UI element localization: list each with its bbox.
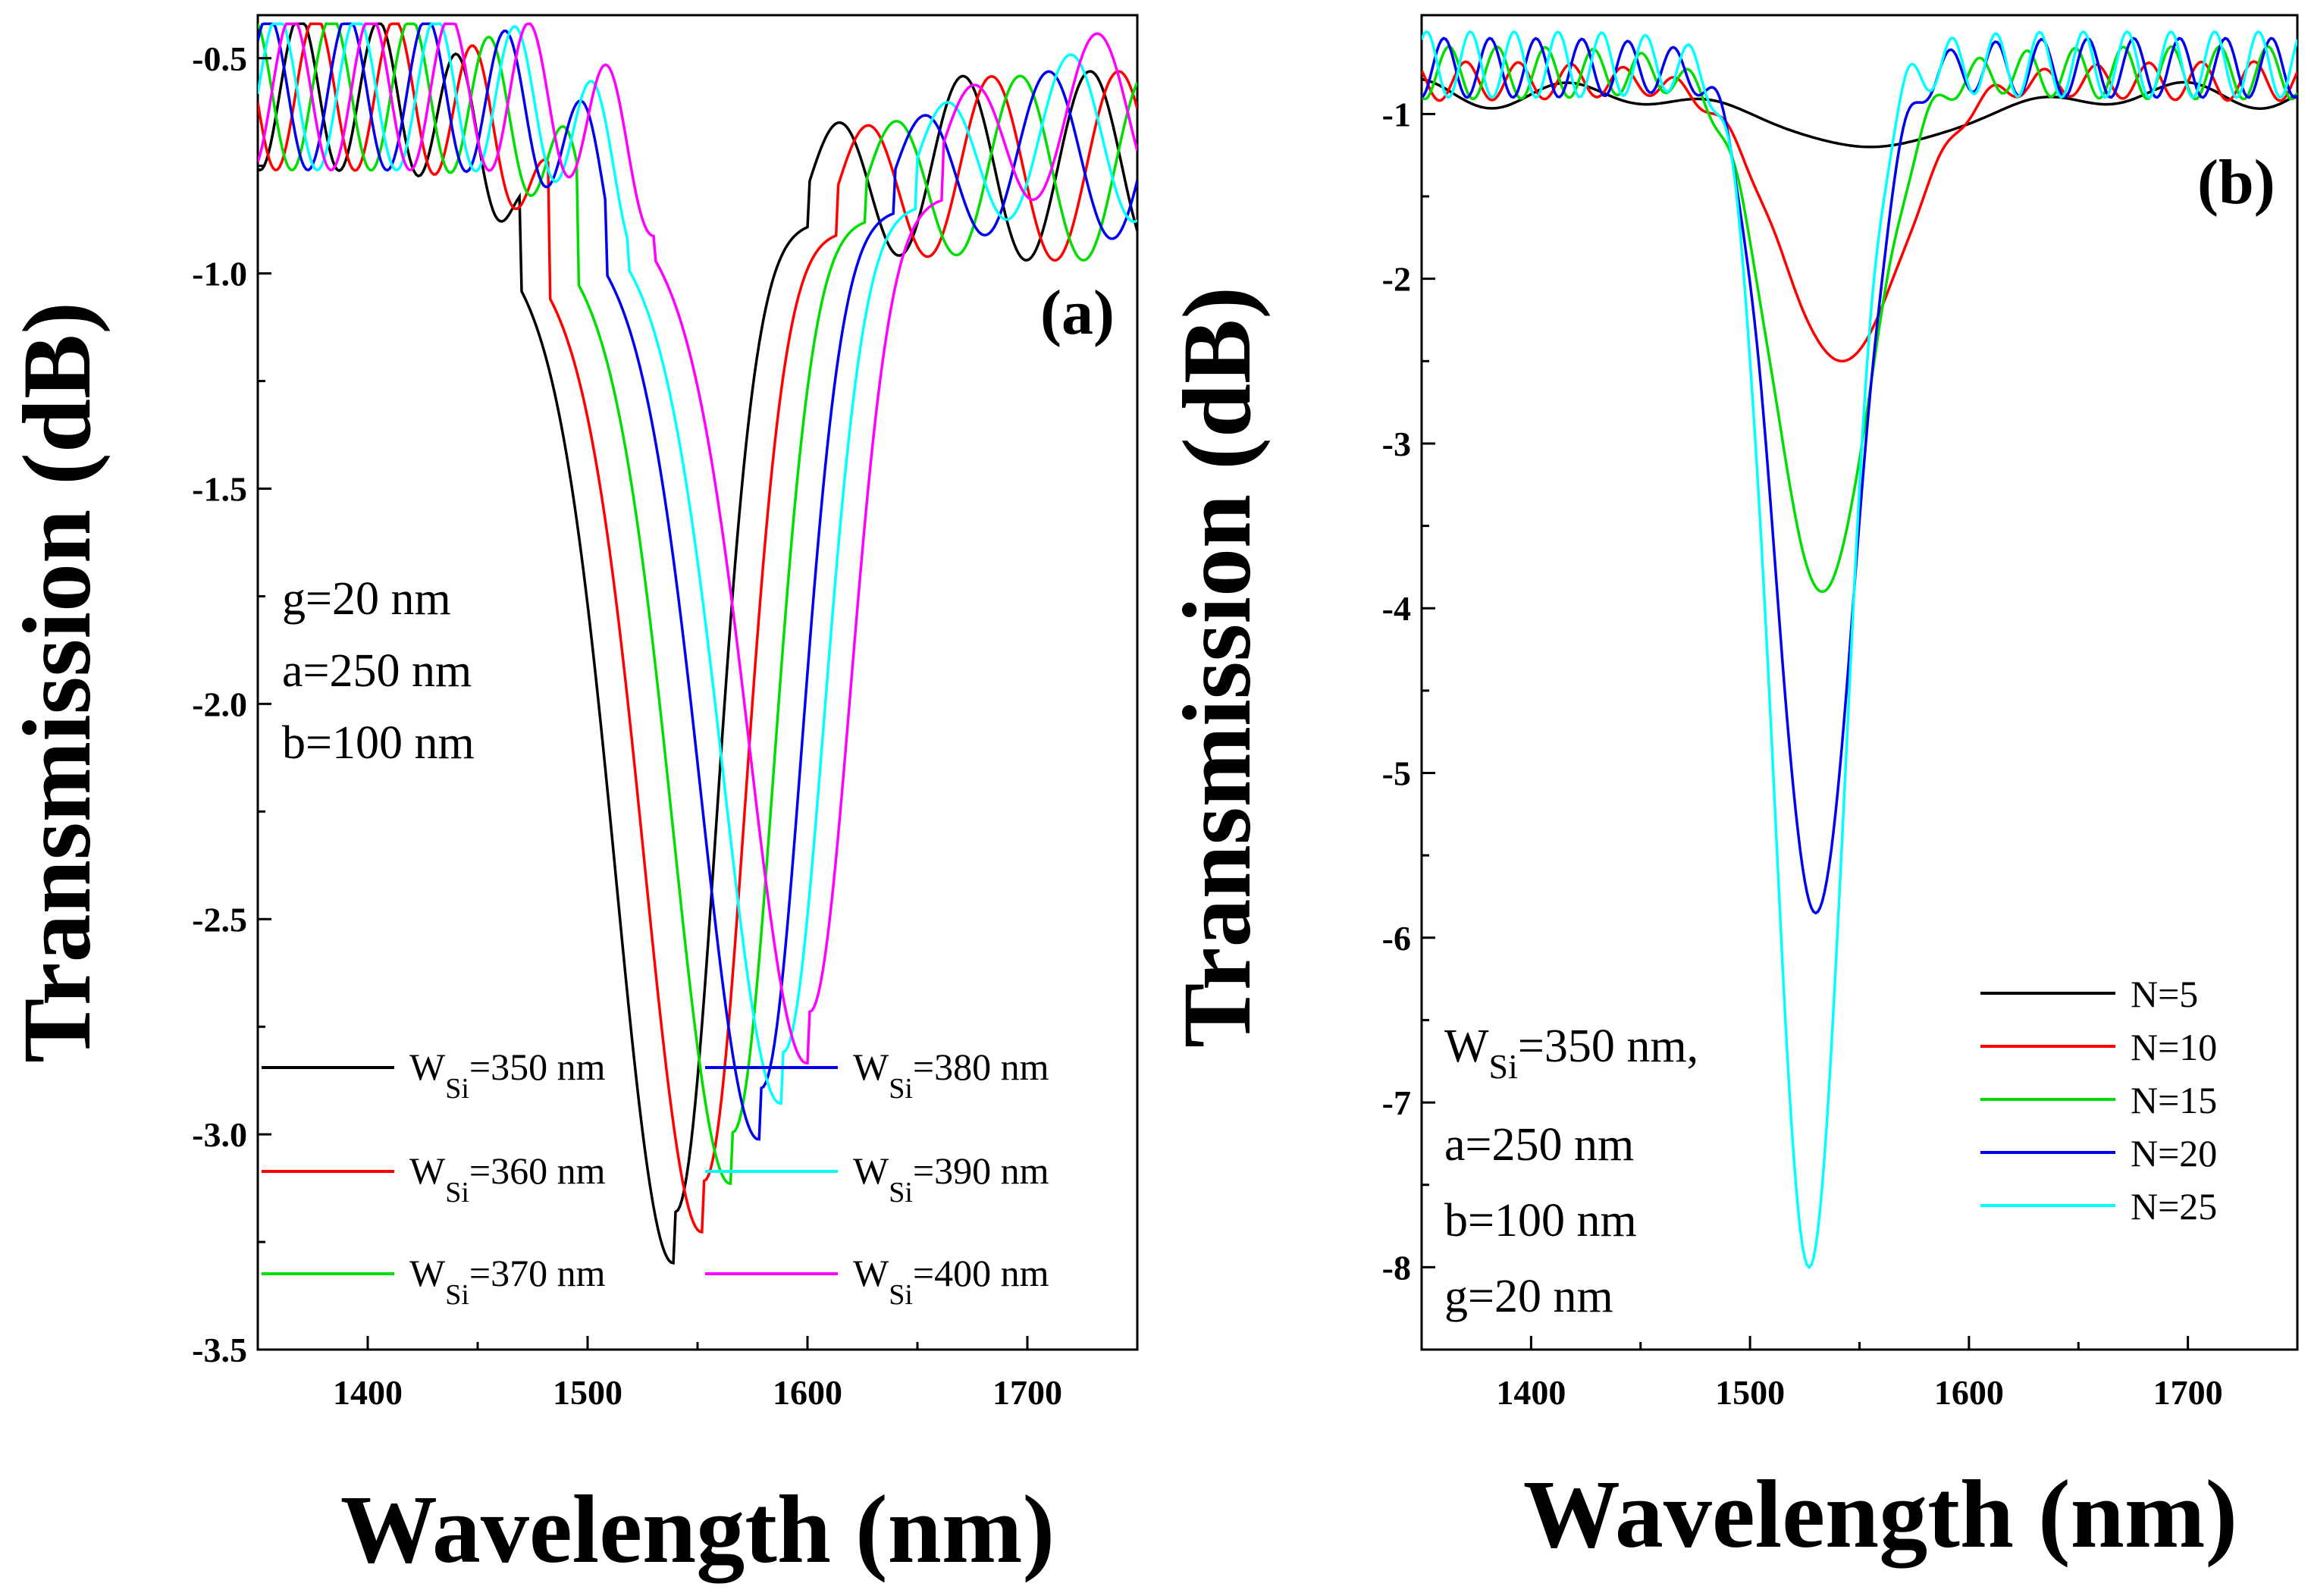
curves-clip <box>258 22 1137 1265</box>
x-tick-label: 1600 <box>1934 1373 2004 1412</box>
annotation-line: b=100 nm <box>282 717 475 769</box>
y-tick-label: -3.0 <box>192 1115 247 1154</box>
y-tick-label: -5 <box>1382 754 1411 793</box>
legend-label: WSi=400 nm <box>853 1252 1049 1311</box>
y-tick-label: -6 <box>1382 919 1411 958</box>
panel-b-curves <box>1422 30 2297 1269</box>
y-tick-label: -3 <box>1382 425 1411 463</box>
legend-label: N=15 <box>2131 1079 2217 1121</box>
curves-clip <box>1422 30 2297 1269</box>
series-line-b-4 <box>1422 30 2297 1269</box>
y-tick-label: -2.0 <box>192 685 247 723</box>
y-tick-label: -2 <box>1382 260 1411 299</box>
x-tick-label: 1500 <box>1715 1373 1785 1412</box>
legend-label: WSi=370 nm <box>409 1252 606 1311</box>
x-tick-label: 1500 <box>553 1373 622 1412</box>
legend-label: WSi=390 nm <box>853 1149 1049 1209</box>
annotation-line: g=20 nm <box>1444 1271 1613 1322</box>
y-tick-label: -8 <box>1382 1248 1411 1287</box>
legend-label: WSi=380 nm <box>853 1046 1049 1105</box>
y-tick-label: -2.5 <box>192 900 247 939</box>
panel-b: 1400 1500 1600 1700 -1 -2 -3 -4 -5 -6 -7 -8 (b) WSi… <box>1163 14 2299 1568</box>
panel-b-xlabel: Wavelength (nm) <box>1523 1460 2237 1568</box>
annotation-line: a=250 nm <box>1444 1119 1634 1171</box>
y-tick-label: -0.5 <box>192 39 247 78</box>
x-tick-label: 1600 <box>773 1373 842 1412</box>
panel-a-label: (a) <box>1040 277 1115 348</box>
annotation-w: W <box>1444 1021 1489 1072</box>
annotation-rest: =350 nm, <box>1518 1021 1698 1072</box>
series-line-a-1 <box>258 22 1137 1234</box>
panel-b-ticks: 1400 1500 1600 1700 -1 -2 -3 -4 -5 -6 -7 -8 <box>1382 95 2299 1412</box>
series-line-b-3 <box>1422 36 2297 915</box>
annotation-line: a=250 nm <box>282 645 472 697</box>
panel-a-xlabel: Wavelength (nm) <box>340 1475 1055 1583</box>
series-line-a-5 <box>258 22 1137 1065</box>
panel-b-label: (b) <box>2197 147 2275 218</box>
legend-label: WSi=350 nm <box>409 1046 606 1105</box>
annotation-line: WSi=350 nm, <box>1444 1021 1698 1086</box>
series-line-a-2 <box>258 22 1137 1186</box>
series-line-a-0 <box>258 22 1137 1265</box>
annotation-line: b=100 nm <box>1444 1195 1637 1246</box>
annotation-line: g=20 nm <box>282 573 451 625</box>
y-tick-label: -3.5 <box>192 1331 247 1369</box>
x-tick-label: 1400 <box>1496 1373 1566 1412</box>
series-line-b-1 <box>1422 60 2297 363</box>
annotation-sub: Si <box>1489 1047 1518 1086</box>
legend-label: WSi=360 nm <box>409 1149 606 1209</box>
panel-a-legend: WSi=350 nm WSi=360 nm WSi=370 nm WSi=380 nm… <box>262 1046 1049 1311</box>
panel-a-annotation: g=20 nm a=250 nm b=100 nm <box>282 573 475 769</box>
panel-a-ticks: 1400 1500 1600 1700 -0.5 -1.0 -1.5 -2.0 -2.5 -3.0… <box>192 39 1139 1412</box>
legend-label: N=25 <box>2131 1185 2217 1228</box>
x-tick-label: 1400 <box>333 1373 403 1412</box>
y-tick-label: -7 <box>1382 1083 1411 1122</box>
y-tick-label: -1 <box>1382 95 1411 133</box>
legend-label: N=5 <box>2131 973 2198 1015</box>
x-tick-label: 1700 <box>992 1373 1062 1412</box>
legend-label: N=10 <box>2131 1026 2217 1068</box>
panel-a-ylabel: Transmission (dB) <box>3 302 111 1063</box>
y-tick-label: -1.5 <box>192 470 247 509</box>
panel-a-curves <box>258 22 1137 1265</box>
y-tick-label: -1.0 <box>192 255 247 293</box>
series-line-a-3 <box>258 22 1137 1141</box>
panel-b-annotation: WSi=350 nm, a=250 nm b=100 nm g=20 nm <box>1444 1021 1698 1322</box>
x-tick-label: 1700 <box>2153 1373 2223 1412</box>
panel-b-ylabel: Transmission (dB) <box>1163 287 1271 1048</box>
panel-a: 1400 1500 1600 1700 -0.5 -1.0 -1.5 -2.0 -2.5 -3.0… <box>3 14 1139 1583</box>
series-line-a-4 <box>258 22 1137 1105</box>
panel-b-legend: N=5 N=10 N=15 N=20 N=25 <box>1980 973 2217 1228</box>
y-tick-label: -4 <box>1382 589 1411 628</box>
legend-label: N=20 <box>2131 1132 2217 1174</box>
